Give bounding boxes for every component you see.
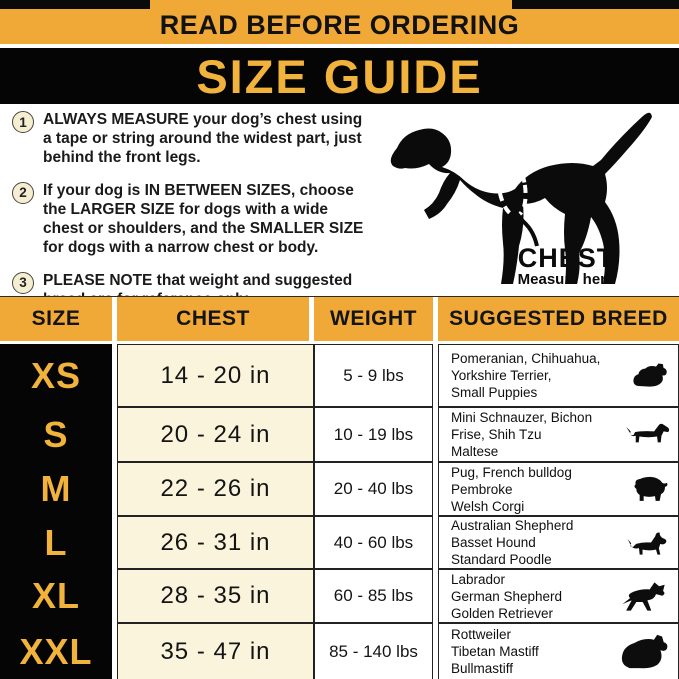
dog-measure-figure: CHEST Measure here xyxy=(357,100,679,296)
weight-cell-xl: 60 - 85 lbs xyxy=(314,569,438,623)
header-chest: CHEST xyxy=(117,297,314,344)
header-weight: WEIGHT xyxy=(314,297,438,344)
top-banner: READ BEFORE ORDERING xyxy=(0,0,679,44)
basset-hound-icon xyxy=(624,529,671,556)
number-badge-3: 3 xyxy=(12,271,34,294)
size-cell-l: L xyxy=(0,516,117,569)
chest-cell-l: 26 - 31 in xyxy=(117,516,314,569)
chest-cell-s: 20 - 24 in xyxy=(117,407,314,462)
breed-cell-xxl: Rottweiler Tibetan Mastiff Bullmastiff xyxy=(438,623,679,679)
chest-cell-xl: 28 - 35 in xyxy=(117,569,314,623)
chest-label: CHEST xyxy=(518,243,615,273)
instruction-text-2: If your dog is IN BETWEEN SIZES, choose … xyxy=(43,181,364,257)
corner-mark-left xyxy=(0,0,150,9)
instruction-text-1: ALWAYS MEASURE your dog’s chest using a … xyxy=(43,111,363,167)
size-cell-xxl: XXL xyxy=(0,623,117,679)
weight-cell-l: 40 - 60 lbs xyxy=(314,516,438,569)
size-cell-xs: XS xyxy=(0,344,117,407)
number-badge-1: 1 xyxy=(12,111,34,133)
breed-names-s: Mini Schnauzer, Bichon Frise, Shih Tzu M… xyxy=(451,410,593,459)
weight-cell-xs: 5 - 9 lbs xyxy=(314,344,438,407)
header-breed: SUGGESTED BREED xyxy=(438,297,679,344)
german-shepherd-icon xyxy=(619,580,671,613)
size-cell-s: S xyxy=(0,407,117,462)
chest-cell-xs: 14 - 20 in xyxy=(117,344,314,407)
yorkshire-terrier-icon xyxy=(631,362,671,390)
breed-names-m: Pug, French bulldog Pembroke Welsh Corgi xyxy=(451,464,572,514)
weight-cell-xxl: 85 - 140 lbs xyxy=(314,623,438,679)
header-size: SIZE xyxy=(0,297,117,344)
breed-cell-m: Pug, French bulldog Pembroke Welsh Corgi xyxy=(438,462,679,516)
page-title: SIZE GUIDE xyxy=(196,49,483,103)
instruction-item-1: 1 ALWAYS MEASURE your dog’s chest using … xyxy=(12,110,364,168)
breed-names-xs: Pomeranian, Chihuahua, Yorkshire Terrier… xyxy=(451,351,601,400)
size-cell-xl: XL xyxy=(0,569,117,623)
breed-names-xl: Labrador German Shepherd Golden Retrieve… xyxy=(451,571,563,621)
title-band: SIZE GUIDE xyxy=(0,48,679,104)
breed-cell-l: Australian Shepherd Basset Hound Standar… xyxy=(438,516,679,569)
measure-here-label: Measure here xyxy=(518,271,615,288)
chest-cell-xxl: 35 - 47 in xyxy=(117,623,314,679)
breed-cell-xl: Labrador German Shepherd Golden Retrieve… xyxy=(438,569,679,623)
breed-cell-s: Mini Schnauzer, Bichon Frise, Shih Tzu M… xyxy=(438,407,679,462)
mastiff-icon xyxy=(619,633,671,670)
instructions-list: 1 ALWAYS MEASURE your dog’s chest using … xyxy=(12,110,364,309)
pointer-dog-silhouette xyxy=(390,112,652,284)
size-table: SIZE CHEST WEIGHT SUGGESTED BREED XS 14 … xyxy=(0,296,679,679)
divider xyxy=(0,44,679,48)
breed-cell-xs: Pomeranian, Chihuahua, Yorkshire Terrier… xyxy=(438,344,679,407)
weight-cell-m: 20 - 40 lbs xyxy=(314,462,438,516)
breed-names-l: Australian Shepherd Basset Hound Standar… xyxy=(451,518,574,567)
dachshund-icon xyxy=(624,422,671,448)
arrow-icon xyxy=(509,208,539,247)
weight-cell-s: 10 - 19 lbs xyxy=(314,407,438,462)
number-badge-2: 2 xyxy=(12,181,34,204)
instruction-item-2: 2 If your dog is IN BETWEEN SIZES, choos… xyxy=(12,181,364,258)
pug-icon xyxy=(631,474,671,505)
corner-mark-right xyxy=(512,0,679,9)
read-before-ordering-text: READ BEFORE ORDERING xyxy=(159,9,520,40)
breed-names-xxl: Rottweiler Tibetan Mastiff Bullmastiff xyxy=(451,627,539,676)
size-cell-m: M xyxy=(0,462,117,516)
chest-cell-m: 22 - 26 in xyxy=(117,462,314,516)
